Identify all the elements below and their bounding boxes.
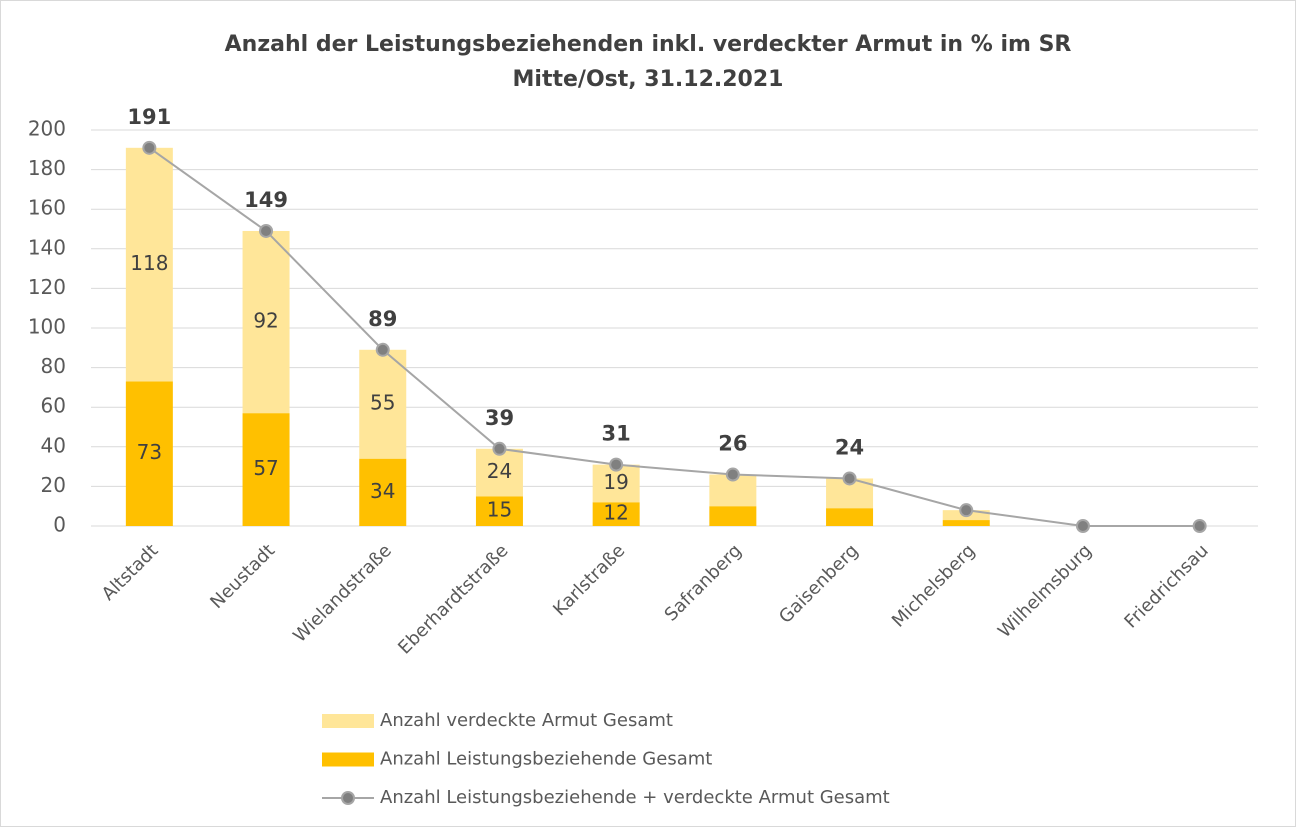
legend-swatch bbox=[322, 714, 374, 728]
legend-label: Anzahl Leistungsbeziehende + verdeckte A… bbox=[380, 787, 890, 808]
data-label: 34 bbox=[370, 479, 395, 503]
data-label: 118 bbox=[130, 251, 168, 275]
line-marker bbox=[492, 441, 507, 456]
y-tick-label: 0 bbox=[53, 513, 66, 537]
bar-segment bbox=[242, 230, 290, 414]
data-label: 149 bbox=[244, 188, 288, 212]
line-marker bbox=[375, 342, 390, 357]
y-tick-label: 20 bbox=[41, 473, 66, 497]
chart-title: Anzahl der Leistungsbeziehenden inkl. ve… bbox=[225, 32, 1072, 57]
line-marker bbox=[842, 471, 857, 486]
bar-segment bbox=[242, 413, 290, 526]
data-label: 89 bbox=[368, 307, 397, 331]
line-marker bbox=[142, 140, 157, 155]
bar-segment bbox=[359, 458, 407, 526]
data-label: 15 bbox=[487, 498, 512, 522]
line-marker bbox=[1192, 519, 1207, 533]
line-marker bbox=[609, 457, 624, 472]
bar-segment bbox=[475, 496, 523, 526]
y-tick-label: 180 bbox=[28, 156, 66, 180]
chart-title: Mitte/Ost, 31.12.2021 bbox=[513, 67, 784, 92]
legend-label: Anzahl verdeckte Armut Gesamt bbox=[380, 710, 673, 731]
line-marker bbox=[959, 503, 974, 518]
y-tick-label: 100 bbox=[28, 315, 66, 339]
y-tick-label: 160 bbox=[28, 196, 66, 220]
data-label: 57 bbox=[253, 456, 278, 480]
y-tick-label: 40 bbox=[41, 433, 66, 457]
data-label: 24 bbox=[487, 459, 512, 483]
bar-segment bbox=[942, 520, 990, 526]
y-tick-label: 200 bbox=[28, 117, 66, 141]
y-tick-label: 80 bbox=[41, 354, 66, 378]
data-label: 39 bbox=[485, 406, 514, 430]
legend-swatch bbox=[341, 791, 355, 805]
y-tick-label: 120 bbox=[28, 275, 66, 299]
data-label: 26 bbox=[718, 432, 747, 456]
legend-label: Anzahl Leistungsbeziehende Gesamt bbox=[380, 749, 712, 770]
bar-segment bbox=[475, 448, 523, 497]
data-label: 73 bbox=[137, 440, 162, 464]
bar-segment bbox=[125, 381, 173, 526]
data-label: 31 bbox=[602, 422, 631, 446]
legend-swatch bbox=[322, 752, 374, 767]
line-marker bbox=[259, 223, 274, 238]
data-label: 24 bbox=[835, 435, 864, 459]
data-label: 12 bbox=[603, 501, 628, 525]
data-label: 19 bbox=[603, 470, 628, 494]
data-label: 191 bbox=[127, 105, 171, 129]
bar-segment bbox=[709, 506, 757, 526]
line-marker bbox=[725, 467, 740, 482]
y-tick-label: 60 bbox=[41, 394, 66, 418]
bar-segment bbox=[359, 349, 407, 459]
bar-segment bbox=[125, 147, 173, 382]
data-label: 92 bbox=[253, 309, 278, 333]
line-marker bbox=[1075, 519, 1090, 533]
y-tick-label: 140 bbox=[28, 235, 66, 259]
bar-segment bbox=[592, 502, 640, 526]
bar-segment bbox=[826, 508, 874, 526]
data-label: 55 bbox=[370, 391, 395, 415]
line bbox=[148, 147, 1200, 527]
